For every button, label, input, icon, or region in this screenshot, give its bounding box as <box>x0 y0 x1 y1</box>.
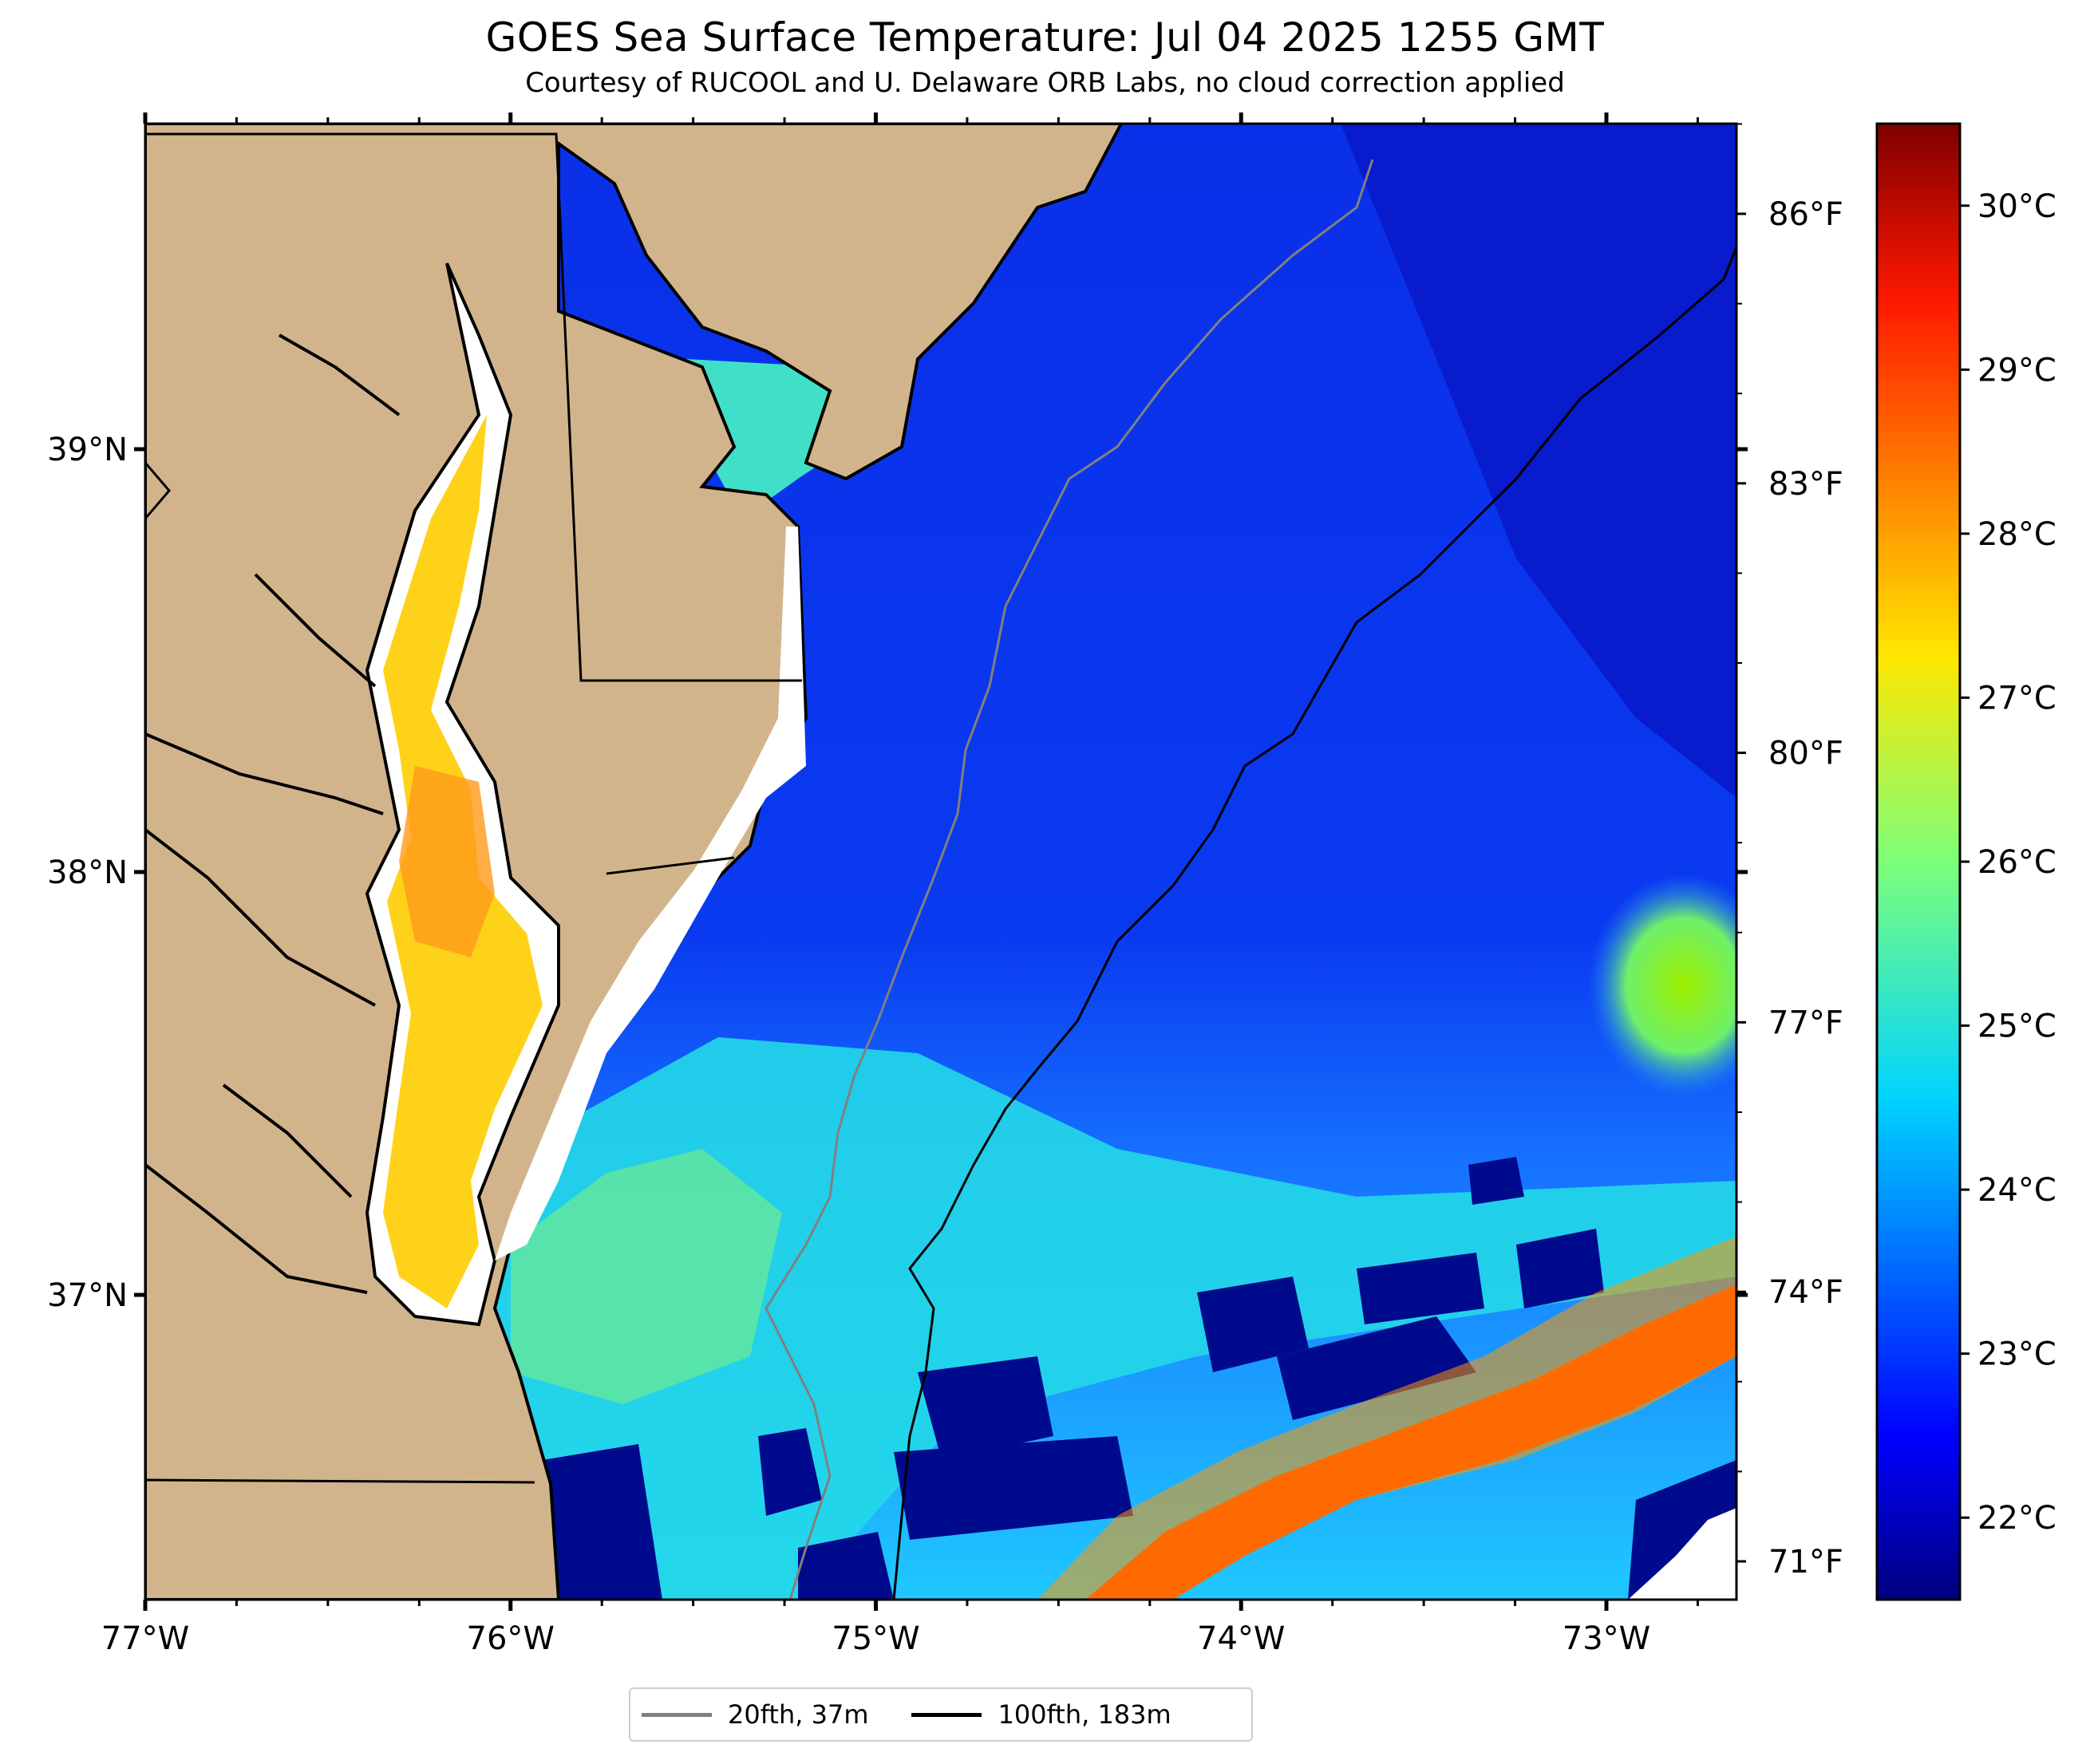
fahrenheit-tick-label: 74°F <box>1768 1274 1843 1311</box>
legend-item-100fth: 100fth, 183m <box>911 1699 1171 1730</box>
x-tick-label: 75°W <box>832 1620 919 1657</box>
x-tick-label: 77°W <box>101 1620 189 1657</box>
fahrenheit-tick-label: 83°F <box>1768 466 1843 503</box>
warm-eddy <box>1588 874 1736 1097</box>
y-tick-label: 39°N <box>47 432 128 468</box>
map-title: GOES Sea Surface Temperature: Jul 04 202… <box>485 14 1605 61</box>
map-frame <box>144 122 1738 1601</box>
tributary-outlines <box>145 333 401 1294</box>
x-tick-label: 73°W <box>1563 1620 1650 1657</box>
legend-line-gray <box>642 1712 712 1717</box>
colorbar-tick-label: 26°C <box>1977 844 2056 881</box>
legend-line-black <box>911 1712 982 1717</box>
map-subtitle: Courtesy of RUCOOL and U. Delaware ORB L… <box>525 67 1565 99</box>
fahrenheit-tick-label: 80°F <box>1768 736 1843 772</box>
delaware-bay-water <box>686 359 846 519</box>
isobath-20fth <box>764 159 1374 1600</box>
colorbar-tick-label: 25°C <box>1977 1008 2056 1045</box>
colorbar-tick-label: 23°C <box>1977 1336 2056 1373</box>
y-tick-label: 38°N <box>47 854 128 891</box>
isobath-legend: 20fth, 37m 100fth, 183m <box>629 1687 1253 1742</box>
colorbar-tick-label: 27°C <box>1977 680 2056 716</box>
legend-item-20fth: 20fth, 37m <box>642 1699 868 1730</box>
colorbar-tick-label: 28°C <box>1977 516 2056 553</box>
y-tick-label: 37°N <box>47 1277 128 1314</box>
shelf-greenish-water <box>511 1149 782 1404</box>
state-boundaries <box>145 132 802 1484</box>
isobath-100fth <box>892 247 1736 1600</box>
coastal-no-data-strip <box>495 527 806 1261</box>
x-tick-label: 76°W <box>467 1620 555 1657</box>
legend-label-20fth: 20fth, 37m <box>728 1699 869 1730</box>
map-area <box>145 124 1736 1600</box>
fahrenheit-tick-label: 71°F <box>1768 1544 1843 1580</box>
fahrenheit-tick-label: 77°F <box>1768 1004 1843 1041</box>
colorbar-tick-label: 30°C <box>1977 188 2056 225</box>
fahrenheit-tick-label: 86°F <box>1768 196 1843 233</box>
gulf-stream-core <box>1085 1285 1736 1600</box>
legend-label-100fth: 100fth, 183m <box>998 1699 1171 1730</box>
axes-layer: 77°W 76°W 75°W 74°W 73°W 39°N 38°N 37°N 86°F 83°F… <box>47 112 2056 1657</box>
cold-water-northeast <box>1341 124 1736 798</box>
chesapeake-warm-patch <box>399 766 495 957</box>
x-tick-label: 74°W <box>1197 1620 1285 1657</box>
colorbar-tick-label: 24°C <box>1977 1172 2056 1209</box>
colorbar-tick-label: 29°C <box>1977 352 2056 389</box>
no-data-corner <box>1628 1508 1736 1600</box>
colorbar-tick-label: 22°C <box>1977 1500 2056 1537</box>
colorbar <box>1875 122 1962 1601</box>
